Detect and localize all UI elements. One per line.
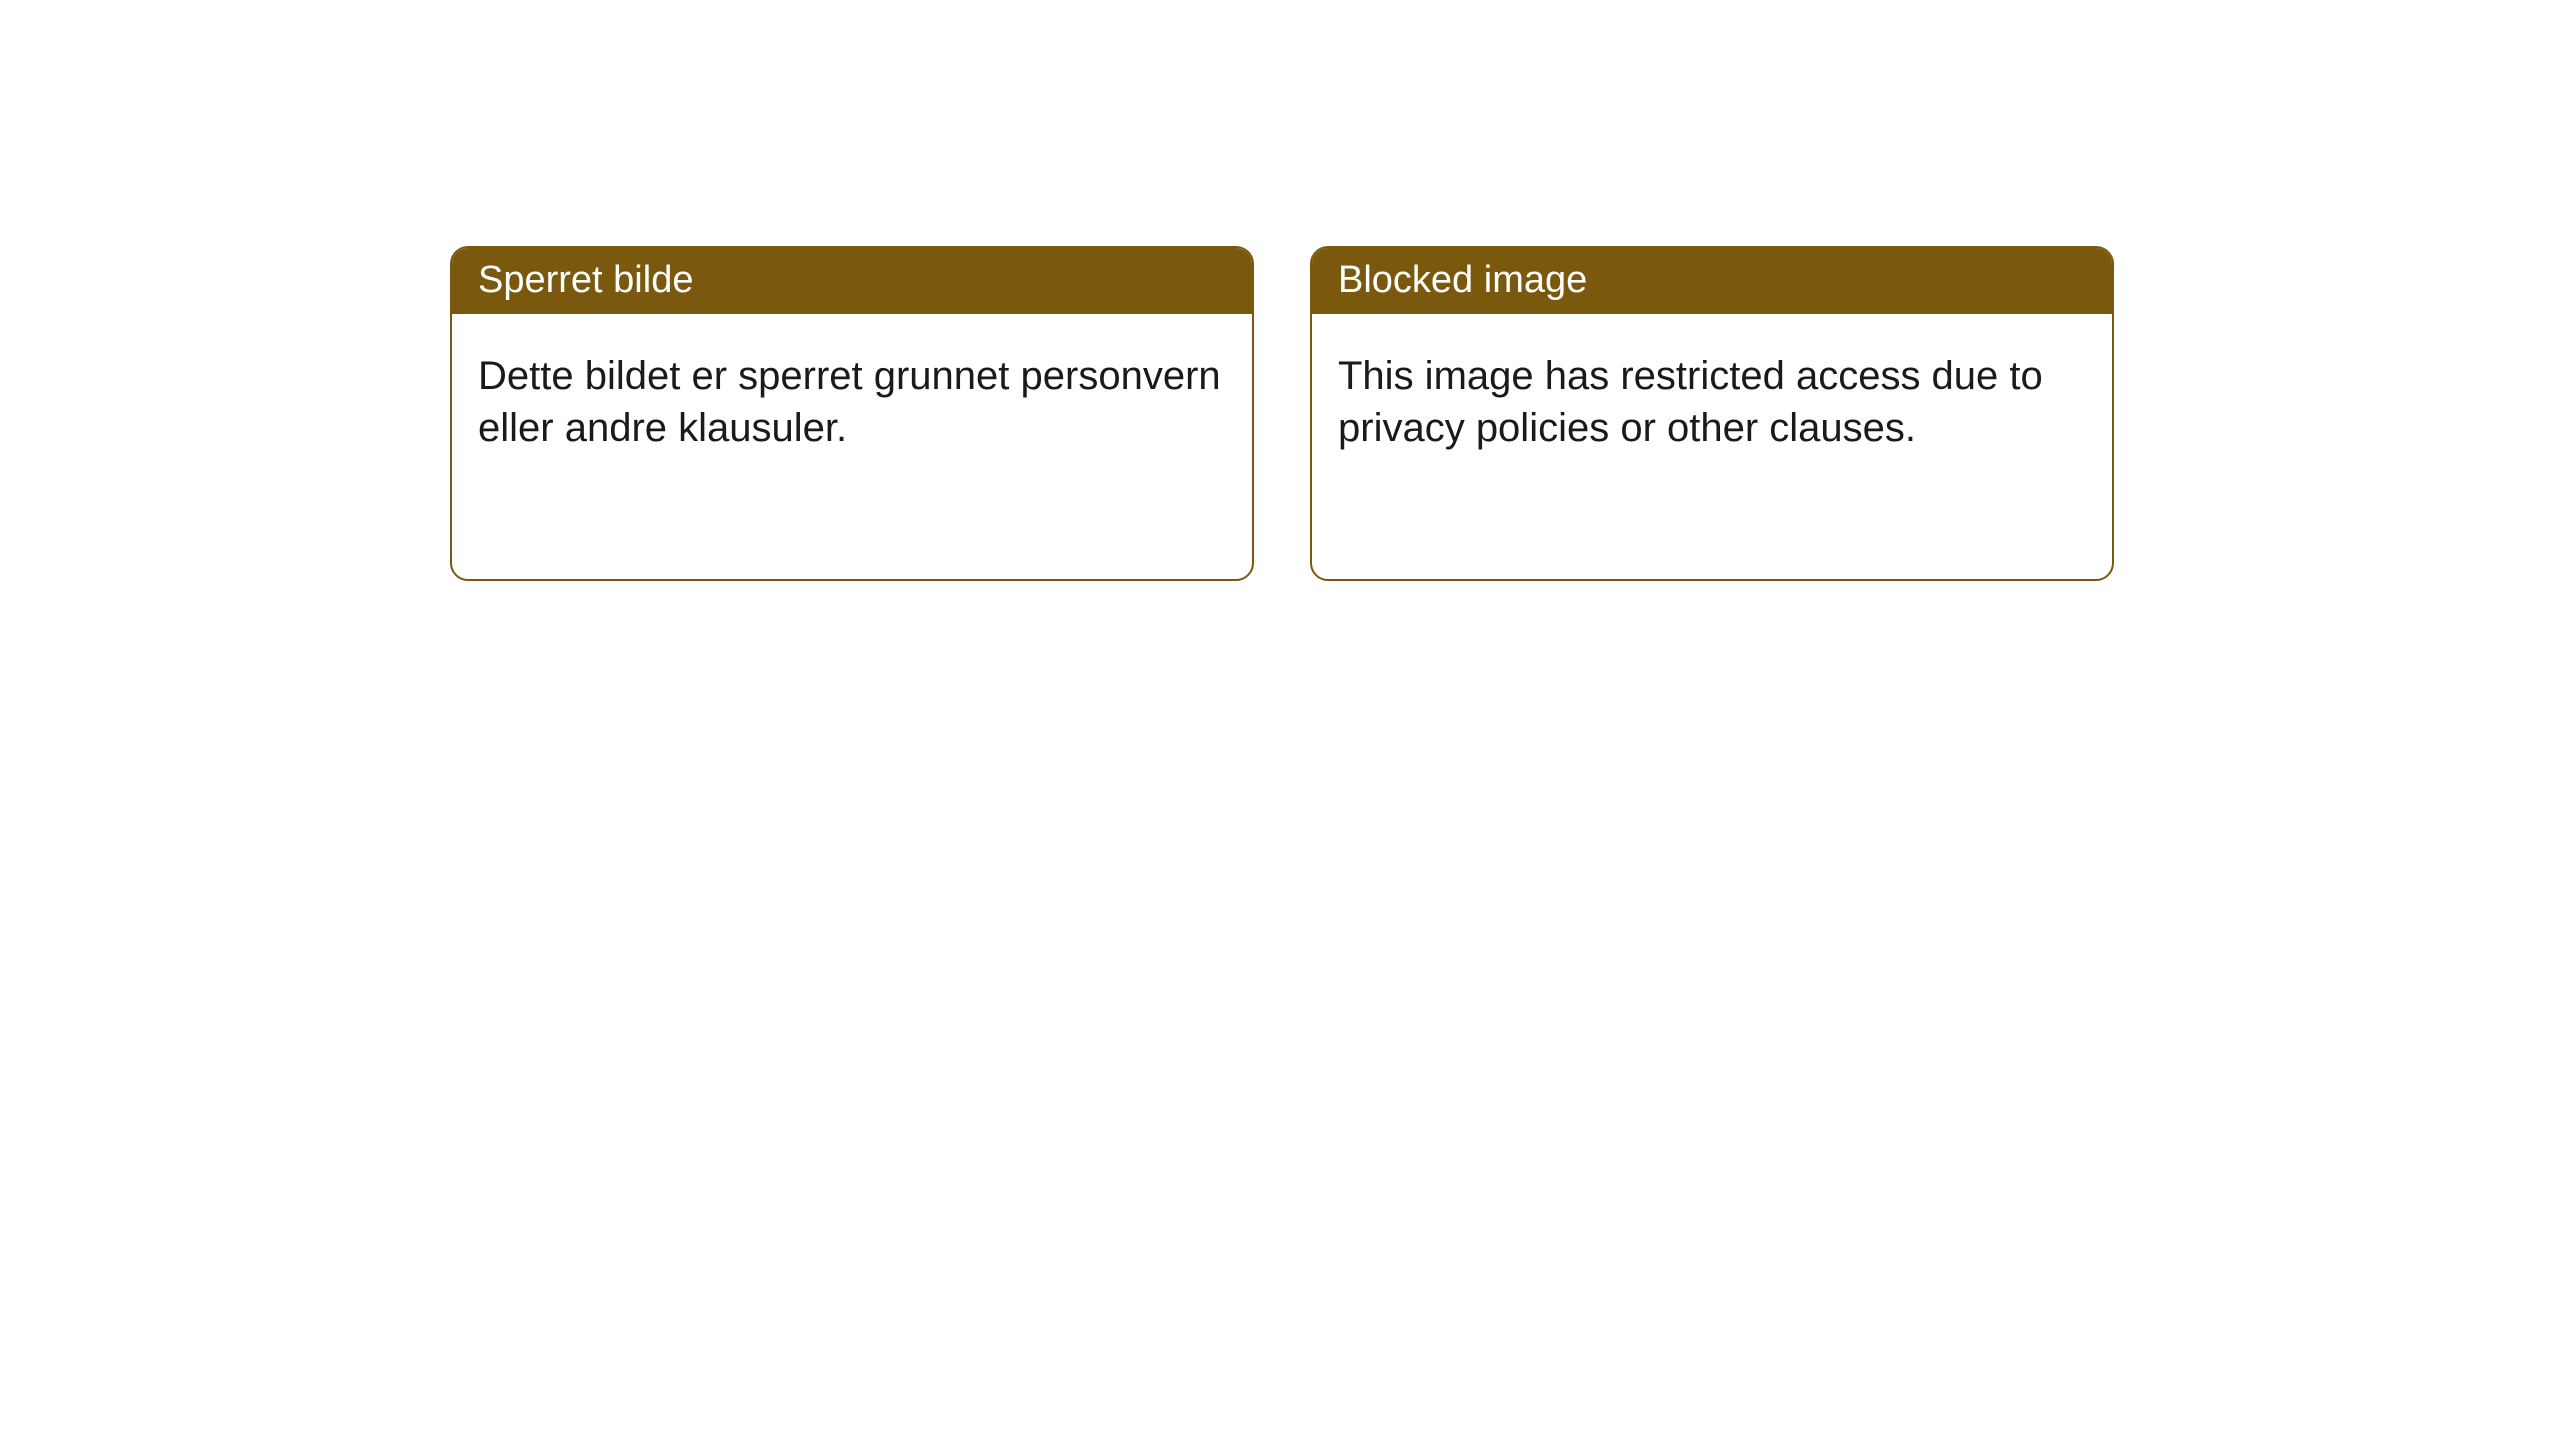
card-body-text: Dette bildet er sperret grunnet personve… (478, 354, 1221, 450)
card-title: Sperret bilde (478, 259, 693, 301)
card-header: Sperret bilde (452, 248, 1252, 314)
notice-cards-row: Sperret bilde Dette bildet er sperret gr… (450, 246, 2560, 581)
card-body: This image has restricted access due to … (1312, 314, 2112, 490)
card-body: Dette bildet er sperret grunnet personve… (452, 314, 1252, 490)
notice-card-english: Blocked image This image has restricted … (1310, 246, 2114, 581)
card-title: Blocked image (1338, 259, 1587, 301)
card-header: Blocked image (1312, 248, 2112, 314)
card-body-text: This image has restricted access due to … (1338, 354, 2043, 450)
notice-card-norwegian: Sperret bilde Dette bildet er sperret gr… (450, 246, 1254, 581)
